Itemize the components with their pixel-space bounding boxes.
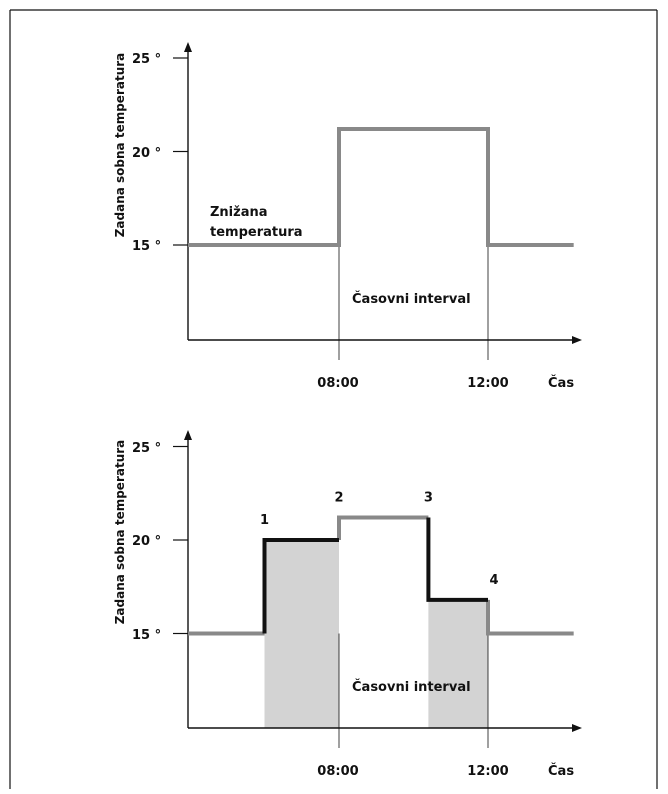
chart-2: Zadana sobna temperatura 15 ° 20 ° 25 ° … bbox=[113, 430, 582, 779]
x-axis-arrow bbox=[572, 724, 582, 732]
chart-1-xlabel: Čas bbox=[548, 375, 574, 391]
chart-2-xtick-0800: 08:00 bbox=[317, 764, 358, 779]
shaded-area-1 bbox=[264, 540, 339, 728]
series-black-4 bbox=[262, 538, 339, 634]
chart-1-xtick-0800: 08:00 bbox=[317, 376, 358, 391]
chart-2-ytick-20: 20 ° bbox=[132, 534, 161, 549]
chart-2-ylabel: Zadana sobna temperatura bbox=[113, 440, 127, 625]
x-axis-arrow bbox=[572, 336, 582, 344]
chart-1-reduced-label-2: temperatura bbox=[210, 225, 303, 240]
y-axis-arrow bbox=[184, 42, 192, 52]
point-label-1: 1 bbox=[260, 513, 269, 528]
chart-2-xlabel: Čas bbox=[548, 763, 574, 779]
chart-1-ylabel: Zadana sobna temperatura bbox=[113, 53, 127, 238]
series-gray-3 bbox=[486, 599, 574, 636]
chart-1-marks bbox=[173, 42, 582, 360]
y-axis-arrow bbox=[184, 430, 192, 440]
chart-1-ytick-20: 20 ° bbox=[132, 146, 161, 161]
chart-1-reduced-label-1: Znižana bbox=[210, 205, 268, 220]
chart-2-ytick-25: 25 ° bbox=[132, 441, 161, 456]
chart-2-ytick-15: 15 ° bbox=[132, 628, 161, 643]
series-gray-2 bbox=[337, 515, 429, 540]
shaded-area-2 bbox=[428, 599, 488, 728]
point-label-2: 2 bbox=[334, 491, 343, 506]
series-gray-1 bbox=[188, 127, 574, 247]
chart-1-interval-label: Časovni interval bbox=[352, 291, 471, 307]
chart-1: Zadana sobna temperatura 15 ° 20 ° 25 ° … bbox=[113, 42, 582, 391]
chart-2-interval-label: Časovni interval bbox=[352, 679, 471, 695]
chart-1-ytick-15: 15 ° bbox=[132, 239, 161, 254]
point-label-3: 3 bbox=[424, 491, 433, 506]
chart-2-marks: 1 2 3 4 bbox=[173, 430, 582, 748]
point-label-4: 4 bbox=[489, 573, 498, 588]
chart-1-ytick-25: 25 ° bbox=[132, 52, 161, 67]
series-black-5 bbox=[426, 517, 488, 602]
chart-1-xtick-1200: 12:00 bbox=[467, 376, 508, 391]
chart-2-xtick-1200: 12:00 bbox=[467, 764, 508, 779]
